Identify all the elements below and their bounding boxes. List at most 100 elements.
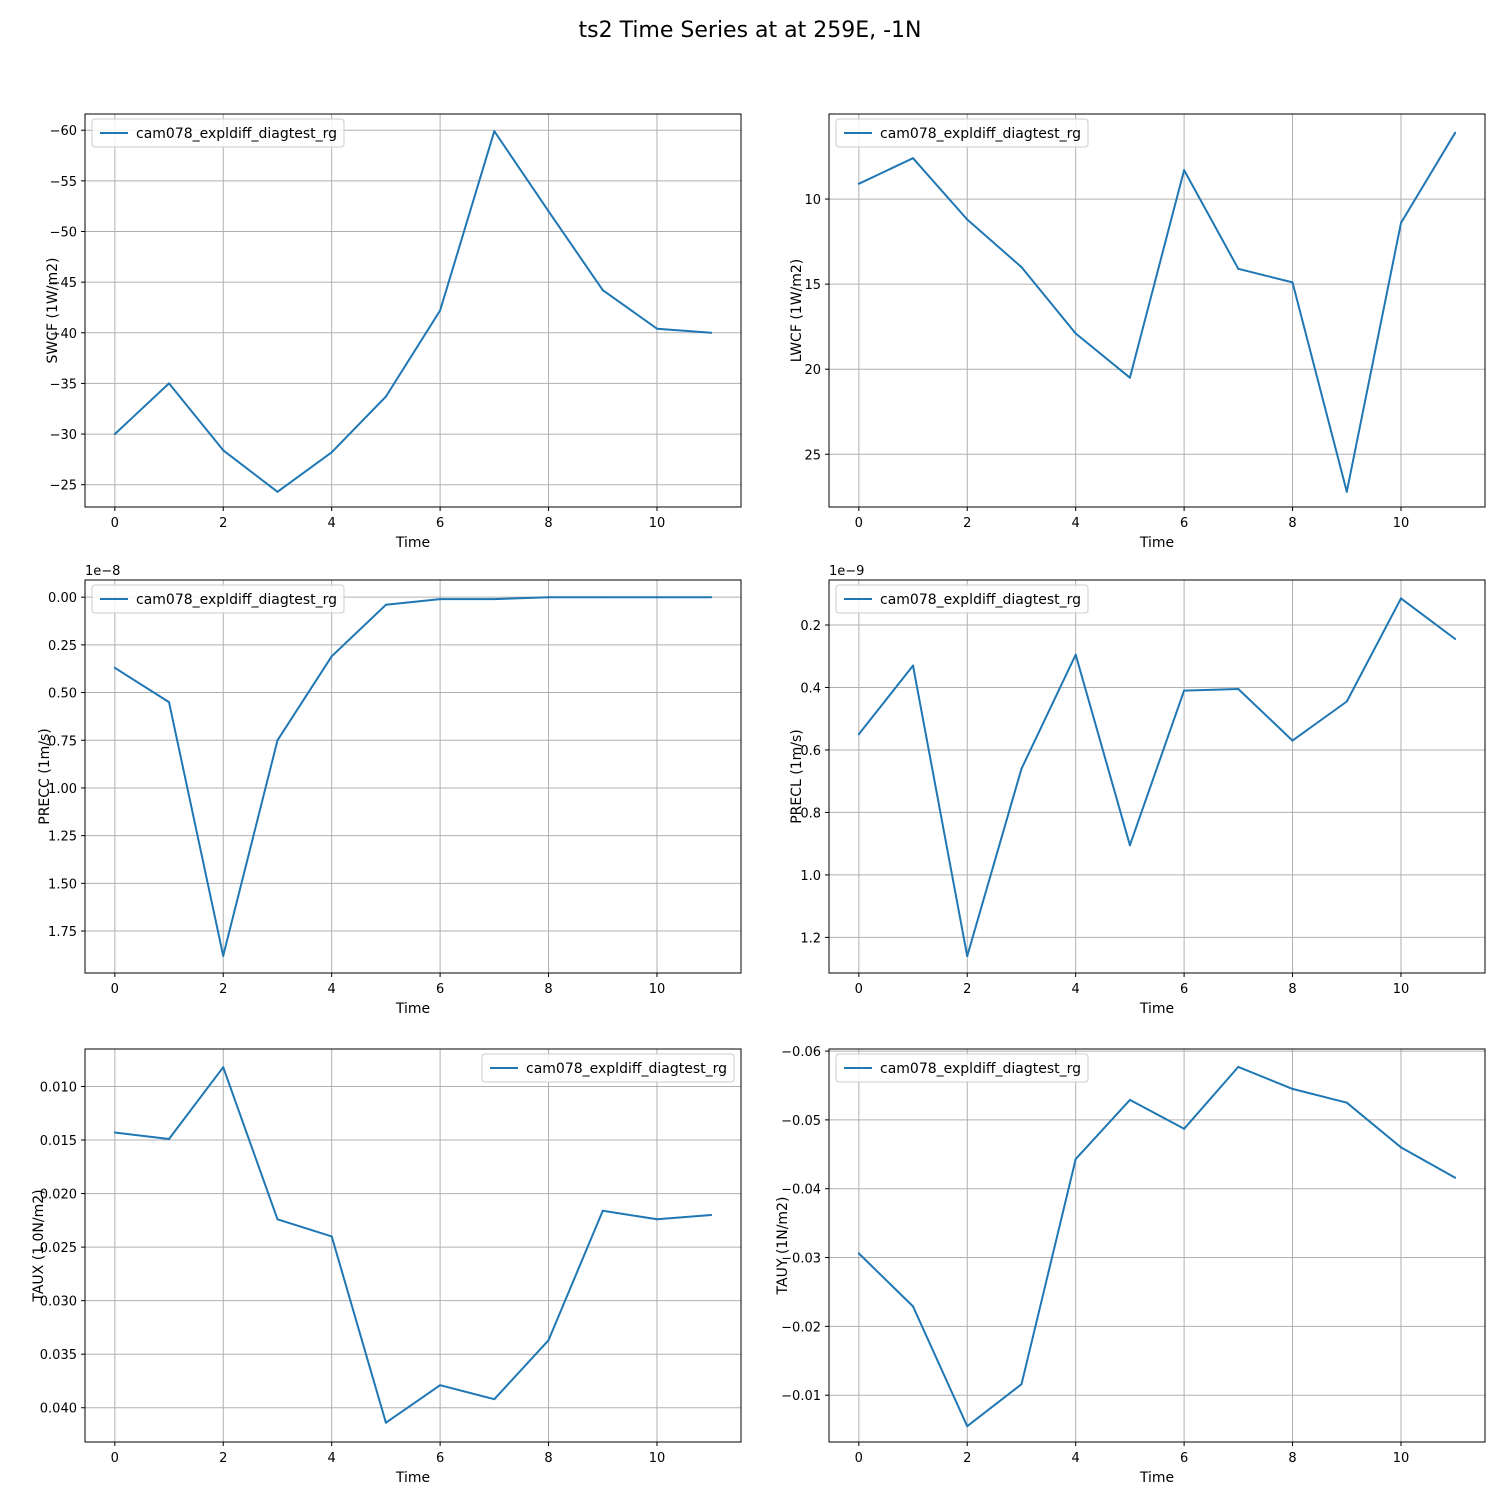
legend: cam078_expldiff_diagtest_rg	[481, 1053, 735, 1083]
y-tick-label: 1.75	[48, 925, 77, 940]
data-point	[601, 289, 604, 292]
data-point	[1345, 490, 1348, 493]
y-tick-label: −55	[50, 175, 77, 190]
data-point	[384, 603, 387, 606]
y-tick-label: 1.50	[48, 877, 77, 892]
x-tick-label: 0	[855, 982, 863, 997]
x-tick-label: 6	[1180, 516, 1188, 531]
x-axis-label: Time	[1139, 1001, 1174, 1017]
y-tick-label: −25	[50, 479, 77, 494]
y-tick-label: 0.2	[800, 619, 821, 634]
y-tick-label: 0.020	[40, 1188, 77, 1203]
x-tick-label: 2	[219, 1451, 227, 1466]
x-tick-label: 8	[1288, 982, 1296, 997]
y-tick-label: 20	[804, 363, 821, 378]
x-tick-label: 0	[111, 1451, 119, 1466]
data-point	[912, 157, 915, 160]
x-tick-label: 8	[544, 516, 552, 531]
legend-label: cam078_expldiff_diagtest_rg	[136, 592, 337, 608]
data-point	[439, 309, 442, 312]
data-point	[1399, 221, 1402, 224]
y-tick-label: −0.06	[781, 1045, 821, 1060]
data-point	[1074, 653, 1077, 656]
data-point	[439, 1384, 442, 1387]
data-point	[1183, 1127, 1186, 1130]
series-line-1	[114, 1066, 712, 1424]
legend: cam078_expldiff_diagtest_rg	[91, 584, 345, 614]
y-tick-label: 1.00	[48, 782, 77, 797]
y-tick-label: 25	[804, 448, 821, 463]
data-point	[1345, 1101, 1348, 1104]
x-tick-label: 4	[1072, 982, 1080, 997]
data-point	[547, 596, 550, 599]
x-tick-label: 4	[328, 516, 336, 531]
y-tick-label: −0.05	[781, 1114, 821, 1129]
series-line-1	[858, 1065, 1456, 1428]
data-point	[1454, 638, 1457, 641]
data-point	[1237, 267, 1240, 270]
y-tick-label: 0.025	[40, 1241, 77, 1256]
data-point	[966, 955, 969, 958]
data-point	[857, 733, 860, 736]
data-point	[113, 666, 116, 669]
series-line-1	[858, 597, 1456, 958]
x-tick-label: 8	[1288, 516, 1296, 531]
figure-suptitle: ts2 Time Series at at 259E, -1N	[578, 18, 921, 43]
legend: cam078_expldiff_diagtest_rg	[835, 1053, 1089, 1083]
data-point	[547, 1339, 550, 1342]
y-axis-label: TAUY (1N/m2)	[775, 1197, 791, 1296]
data-point	[1291, 281, 1294, 284]
legend-box	[835, 1053, 1089, 1083]
x-tick-label: 8	[544, 1451, 552, 1466]
data-point	[1074, 1158, 1077, 1161]
data-point	[1399, 597, 1402, 600]
y-tick-label: 0.010	[40, 1080, 77, 1095]
data-point	[493, 130, 496, 133]
x-tick-label: 4	[1072, 516, 1080, 531]
x-tick-label: 6	[1180, 982, 1188, 997]
legend: cam078_expldiff_diagtest_rg	[835, 118, 1089, 148]
y-tick-label: −0.04	[781, 1183, 821, 1198]
legend-label: cam078_expldiff_diagtest_rg	[880, 1061, 1081, 1077]
x-tick-label: 4	[328, 1451, 336, 1466]
x-tick-label: 2	[219, 982, 227, 997]
data-point	[966, 218, 969, 221]
data-point	[912, 664, 915, 667]
x-tick-label: 10	[1393, 516, 1410, 531]
data-point	[222, 449, 225, 452]
data-point	[857, 182, 860, 185]
y-tick-label: −35	[50, 377, 77, 392]
y-tick-label: 0.8	[800, 806, 821, 821]
data-point	[276, 1218, 279, 1221]
legend-box	[835, 584, 1089, 614]
legend-box	[91, 118, 345, 148]
x-axis-label: Time	[1139, 535, 1174, 551]
x-tick-label: 2	[963, 516, 971, 531]
data-point	[1074, 332, 1077, 335]
data-point	[1128, 844, 1131, 847]
data-point	[1183, 169, 1186, 172]
data-point	[384, 1421, 387, 1424]
x-tick-label: 6	[436, 516, 444, 531]
x-tick-label: 6	[1180, 1451, 1188, 1466]
data-point	[912, 1305, 915, 1308]
subplot-5: 0 2 4 6 8 10 0.010 0.015 0.020 0.025 0.030 0.035 0.0…	[31, 1048, 742, 1486]
x-axis-label: Time	[395, 1470, 430, 1486]
x-tick-label: 10	[1393, 982, 1410, 997]
data-point	[1454, 1176, 1457, 1179]
data-point	[1237, 1065, 1240, 1068]
axes-frame	[828, 579, 1486, 974]
legend-label: cam078_expldiff_diagtest_rg	[526, 1061, 727, 1077]
x-tick-label: 0	[111, 516, 119, 531]
data-point	[547, 210, 550, 213]
y-tick-label: 1.25	[48, 830, 77, 845]
legend-box	[91, 584, 345, 614]
data-point	[710, 1213, 713, 1216]
x-axis-label: Time	[1139, 1470, 1174, 1486]
data-point	[276, 490, 279, 493]
y-axis-label: PRECC (1m/s)	[37, 728, 53, 825]
data-point	[113, 1131, 116, 1134]
y-tick-label: 0.50	[48, 687, 77, 702]
y-tick-label: −60	[50, 124, 77, 139]
y-axis-label: LWCF (1W/m2)	[789, 259, 805, 363]
